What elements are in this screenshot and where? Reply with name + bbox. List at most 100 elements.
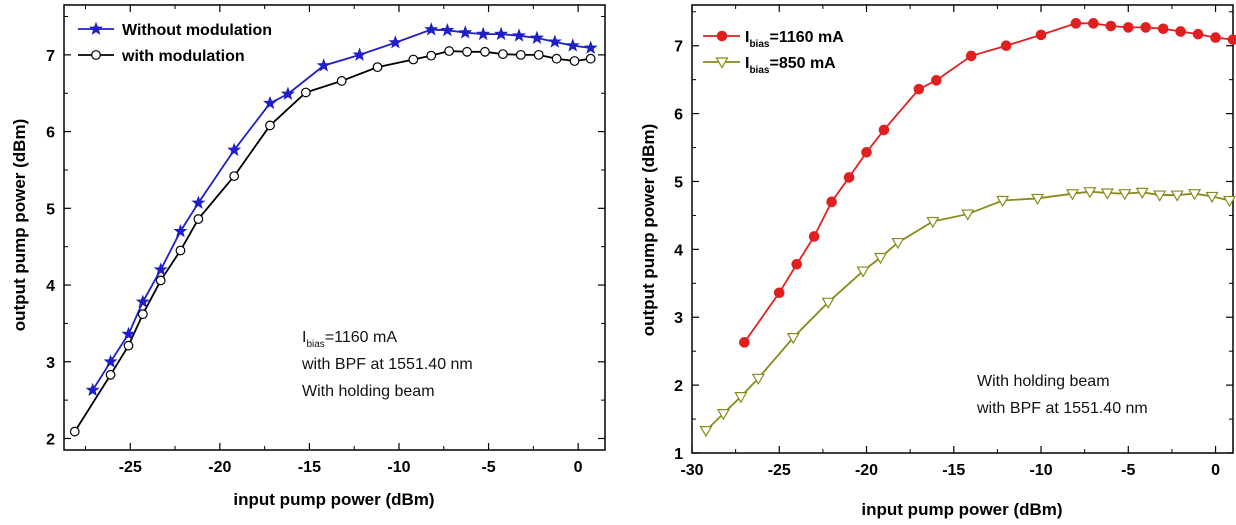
legend-marker (716, 30, 728, 42)
annotation-line-1: With holding beam (977, 373, 1110, 390)
y-tick-label: 2 (46, 431, 55, 448)
data-point (786, 333, 800, 345)
right-annotation: With holding beam with BPF at 1551.40 nm (976, 373, 1148, 417)
data-point (1100, 188, 1114, 200)
legend-marker-ibias-850 (715, 57, 729, 69)
data-point (585, 53, 596, 64)
y-tick-label: 7 (674, 39, 683, 56)
right-chart: -30 -25 -20 -15 -10 -5 0 1 2 3 4 5 6 7 Ibias=1160 mA … (639, 4, 1236, 519)
data-point (808, 231, 820, 242)
x-tick-label: -25 (119, 459, 142, 476)
right-axis-ticks: -30 -25 -20 -15 -10 -5 0 1 2 3 4 5 6 7 (674, 5, 1233, 479)
data-point (547, 34, 562, 48)
annotation-ibias-rest: =1160 mA (325, 329, 398, 346)
data-point (372, 62, 383, 73)
data-point (843, 172, 855, 183)
x-tick-label: -15 (298, 459, 321, 476)
data-point (1105, 20, 1117, 32)
right-series-markers (699, 18, 1236, 438)
x-tick-label: -10 (1029, 462, 1052, 479)
y-tick-label: 1 (674, 446, 683, 463)
legend-label-ibias-1160-rest: =1160 mA (769, 29, 844, 46)
data-point (1222, 195, 1236, 208)
data-point (103, 354, 118, 368)
data-point (773, 287, 785, 299)
data-point (193, 214, 204, 224)
data-point (105, 369, 116, 380)
right-legend: Ibias=1160 mA Ibias=850 mA (703, 29, 844, 76)
legend-label-ibias-850: Ibias=850 mA (745, 55, 836, 76)
annotation-line-3: With holding beam (302, 383, 435, 400)
data-point (529, 30, 544, 44)
x-tick-label: -5 (1121, 462, 1135, 479)
data-point (1083, 187, 1097, 199)
data-point (1118, 189, 1132, 201)
data-point (1157, 23, 1169, 35)
legend-label-ibias-850-rest: =850 mA (769, 55, 836, 72)
data-point (913, 83, 925, 95)
right-plot-frame (691, 4, 1234, 454)
data-point (458, 25, 473, 39)
data-point (336, 76, 347, 86)
legend-label-ibias-850-main: I (745, 55, 749, 72)
data-point (229, 171, 240, 181)
data-point (1175, 26, 1186, 37)
legend-marker (715, 57, 729, 69)
data-point (280, 86, 295, 100)
data-point (300, 87, 311, 98)
data-point (69, 426, 80, 437)
data-point (931, 75, 942, 86)
data-point (1135, 187, 1149, 200)
data-point (878, 124, 890, 136)
data-point (716, 409, 730, 421)
y-tick-label: 3 (674, 310, 683, 327)
x-tick-label: 0 (574, 459, 583, 476)
series-line-1 (705, 190, 1230, 432)
data-point (1065, 189, 1079, 201)
x-tick-label: -5 (481, 459, 495, 476)
y-tick-label: 4 (46, 278, 55, 295)
data-point (565, 38, 580, 52)
data-point (965, 50, 977, 62)
legend-marker-with-modulation (91, 50, 101, 60)
data-point (856, 266, 870, 278)
data-point (821, 297, 835, 310)
data-point (1070, 18, 1082, 29)
data-point (1205, 191, 1219, 204)
legend-label-ibias-1160: Ibias=1160 mA (745, 29, 844, 50)
data-point (265, 120, 275, 131)
data-point (926, 216, 940, 229)
data-point (408, 54, 419, 65)
data-point (173, 223, 188, 238)
legend-label-ibias-1160-main: I (745, 29, 749, 46)
data-point (751, 373, 765, 386)
legend-marker-ibias-1160 (716, 30, 728, 42)
data-point (121, 326, 136, 341)
y-tick-label: 5 (674, 174, 683, 191)
left-y-axis-label: output pump power (dBm) (10, 119, 29, 331)
data-point (1088, 18, 1099, 29)
data-point (699, 426, 713, 438)
data-point (533, 49, 544, 60)
legend-marker (91, 50, 101, 60)
annotation-line-2: with BPF at 1551.40 nm (301, 356, 473, 373)
annotation-ibias-main: I (302, 329, 306, 346)
annotation-line-1: Ibias=1160 mA (302, 329, 397, 350)
legend-label-with-modulation: with modulation (121, 48, 245, 65)
left-plot-frame (63, 4, 606, 451)
data-point (263, 95, 278, 110)
data-point (426, 50, 437, 61)
data-point (480, 46, 490, 57)
y-tick-label: 6 (46, 125, 55, 142)
data-point (1227, 34, 1236, 45)
data-point (961, 209, 975, 221)
left-annotation: Ibias=1160 mA with BPF at 1551.40 nm Wit… (301, 329, 473, 400)
data-point (476, 26, 491, 41)
data-point (191, 195, 206, 209)
y-tick-label: 5 (46, 201, 55, 218)
x-tick-label: -15 (942, 462, 965, 479)
data-point (734, 392, 748, 404)
data-point (791, 258, 803, 270)
data-point (861, 146, 872, 158)
